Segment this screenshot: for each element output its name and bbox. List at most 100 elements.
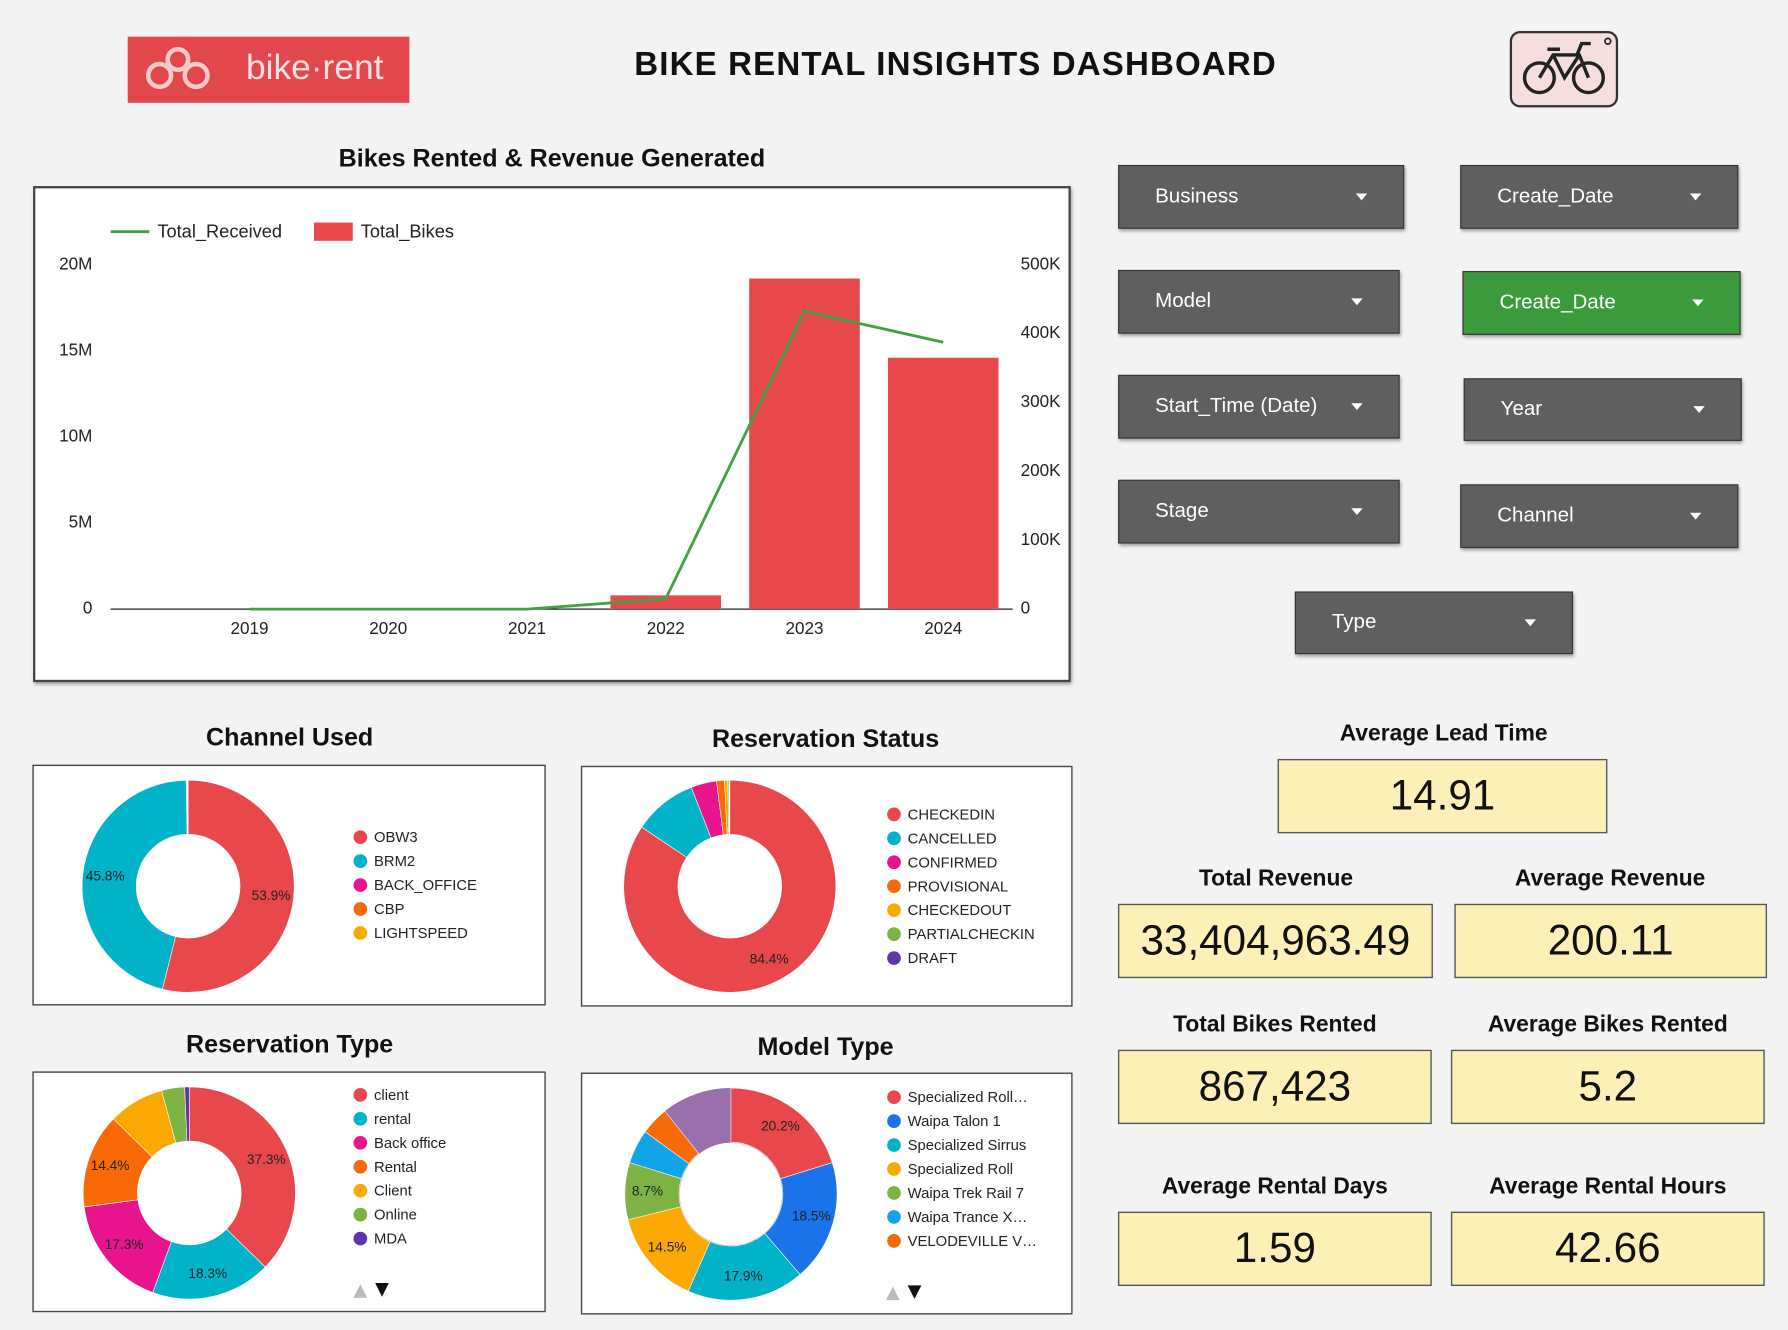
kpi-title: Average Rental Days	[1162, 1172, 1388, 1198]
data-label: 18.3%	[188, 1266, 227, 1281]
legend-label: Waipa Talon 1	[908, 1114, 1001, 1130]
legend-label: Rental	[374, 1160, 417, 1176]
dropdown-arrow	[1689, 193, 1702, 201]
kpi-title: Total Bikes Rented	[1173, 1010, 1377, 1036]
legend-dot	[353, 854, 368, 868]
dropdown-arrow	[1355, 193, 1368, 201]
filter-box[interactable]	[1118, 164, 1405, 229]
filter-dropdown[interactable]: Year	[1463, 378, 1742, 441]
filter-dropdown[interactable]: Start_Time (Date)	[1118, 374, 1400, 439]
filter-label: Model	[1155, 289, 1211, 312]
legend-label: PROVISIONAL	[908, 879, 1008, 895]
legend-label: Online	[374, 1208, 417, 1224]
legend-dot	[353, 902, 368, 916]
bike-glyph	[1522, 41, 1605, 95]
filter-dropdown[interactable]: Create_Date	[1460, 164, 1739, 229]
filter-box[interactable]	[1118, 479, 1400, 544]
data-label: 20.2%	[761, 1118, 800, 1133]
bar	[749, 278, 860, 610]
donut-slice	[162, 779, 295, 993]
x-tick-label: 2020	[369, 619, 407, 638]
x-tick-label: 2023	[785, 619, 823, 638]
legend-label: BACK_OFFICE	[374, 878, 477, 894]
y-tick-label: 20M	[59, 254, 92, 273]
kpi-box	[1450, 1211, 1765, 1287]
y2-tick-label: 200K	[1021, 461, 1062, 480]
bike-bell	[1604, 37, 1612, 45]
kpi-value: 42.66	[1555, 1224, 1661, 1271]
data-label: 53.9%	[252, 888, 291, 903]
kpi-box	[1117, 1049, 1432, 1125]
data-label: 17.9%	[724, 1268, 763, 1283]
x-tick-label: 2019	[231, 619, 269, 638]
filter-dropdown[interactable]: Create_Date	[1462, 271, 1741, 335]
donut-slice	[623, 779, 837, 993]
chart-title: Model Type	[758, 1033, 894, 1061]
legend-dot	[887, 1090, 901, 1105]
kpi-box	[1277, 758, 1608, 834]
legend-label: Specialized Roll…	[908, 1090, 1028, 1106]
kpi-title: Average Rental Hours	[1489, 1172, 1726, 1198]
filter-box[interactable]	[1463, 378, 1742, 441]
filter-label: Business	[1155, 184, 1238, 207]
page-up[interactable]	[353, 1284, 368, 1298]
legend-label: Back office	[374, 1136, 446, 1152]
kpi-box	[1450, 1049, 1765, 1125]
filter-box[interactable]	[1294, 591, 1574, 655]
kpi-box	[1117, 1211, 1432, 1287]
page-down[interactable]	[907, 1285, 922, 1300]
legend-label: Waipa Trance X…	[908, 1210, 1028, 1226]
dropdown-arrow	[1524, 619, 1536, 627]
dropdown-arrow	[1351, 298, 1363, 306]
legend-label: MDA	[374, 1232, 407, 1248]
filter-dropdown[interactable]: Channel	[1460, 484, 1739, 549]
y-tick-label: 10M	[59, 426, 92, 445]
filter-box[interactable]	[1462, 271, 1741, 335]
legend-label: OBW3	[374, 830, 418, 846]
filter-label: Create_Date	[1500, 290, 1616, 313]
filter-box[interactable]	[1118, 374, 1400, 439]
filter-box[interactable]	[1118, 269, 1400, 334]
page-up[interactable]	[886, 1286, 900, 1301]
legend-dot	[353, 1231, 368, 1246]
dropdown-arrow	[1689, 512, 1702, 520]
filter-label: Stage	[1155, 499, 1209, 522]
data-label: 84.4%	[750, 952, 789, 967]
filter-box[interactable]	[1460, 484, 1739, 549]
filter-box[interactable]	[1460, 164, 1739, 229]
legend-dot	[887, 855, 901, 870]
x-tick-label: 2021	[508, 619, 546, 638]
legend-label: client	[374, 1088, 409, 1104]
data-label: 14.5%	[648, 1240, 687, 1255]
filter-label: Channel	[1497, 504, 1573, 527]
line	[249, 309, 944, 611]
data-label: 37.3%	[247, 1152, 286, 1167]
filter-dropdown[interactable]: Stage	[1118, 479, 1400, 544]
chart-title: Reservation Status	[712, 725, 939, 753]
y2-tick-label: 100K	[1021, 530, 1062, 549]
legend-dot	[887, 831, 901, 846]
kpi-title: Total Revenue	[1199, 864, 1353, 890]
filter-dropdown[interactable]: Type	[1294, 591, 1574, 655]
legend-label: CBP	[374, 902, 405, 918]
legend-dot	[353, 1135, 368, 1150]
filter-label: Create_Date	[1497, 184, 1613, 207]
legend-label: CHECKEDIN	[908, 807, 995, 823]
donut-slice	[152, 1228, 266, 1300]
pager[interactable]	[353, 1283, 922, 1301]
y2-tick-label: 300K	[1021, 392, 1062, 411]
legend-label: Total_Bikes	[361, 221, 454, 243]
page-down[interactable]	[375, 1283, 389, 1297]
legend-dot	[353, 926, 368, 940]
legend-label: CANCELLED	[908, 831, 997, 847]
filter-dropdown[interactable]: Model	[1118, 269, 1400, 334]
legend-label: CONFIRMED	[908, 855, 998, 871]
data-label: 45.8%	[86, 868, 125, 883]
filter-label: Start_Time (Date)	[1155, 394, 1317, 417]
data-label: 8.7%	[632, 1183, 663, 1198]
filter-dropdown[interactable]: Business	[1118, 164, 1405, 229]
donut-slice	[730, 1087, 833, 1180]
dropdown-arrow	[1351, 508, 1363, 516]
legend-dot	[887, 1162, 901, 1176]
logo-icon	[145, 46, 210, 90]
